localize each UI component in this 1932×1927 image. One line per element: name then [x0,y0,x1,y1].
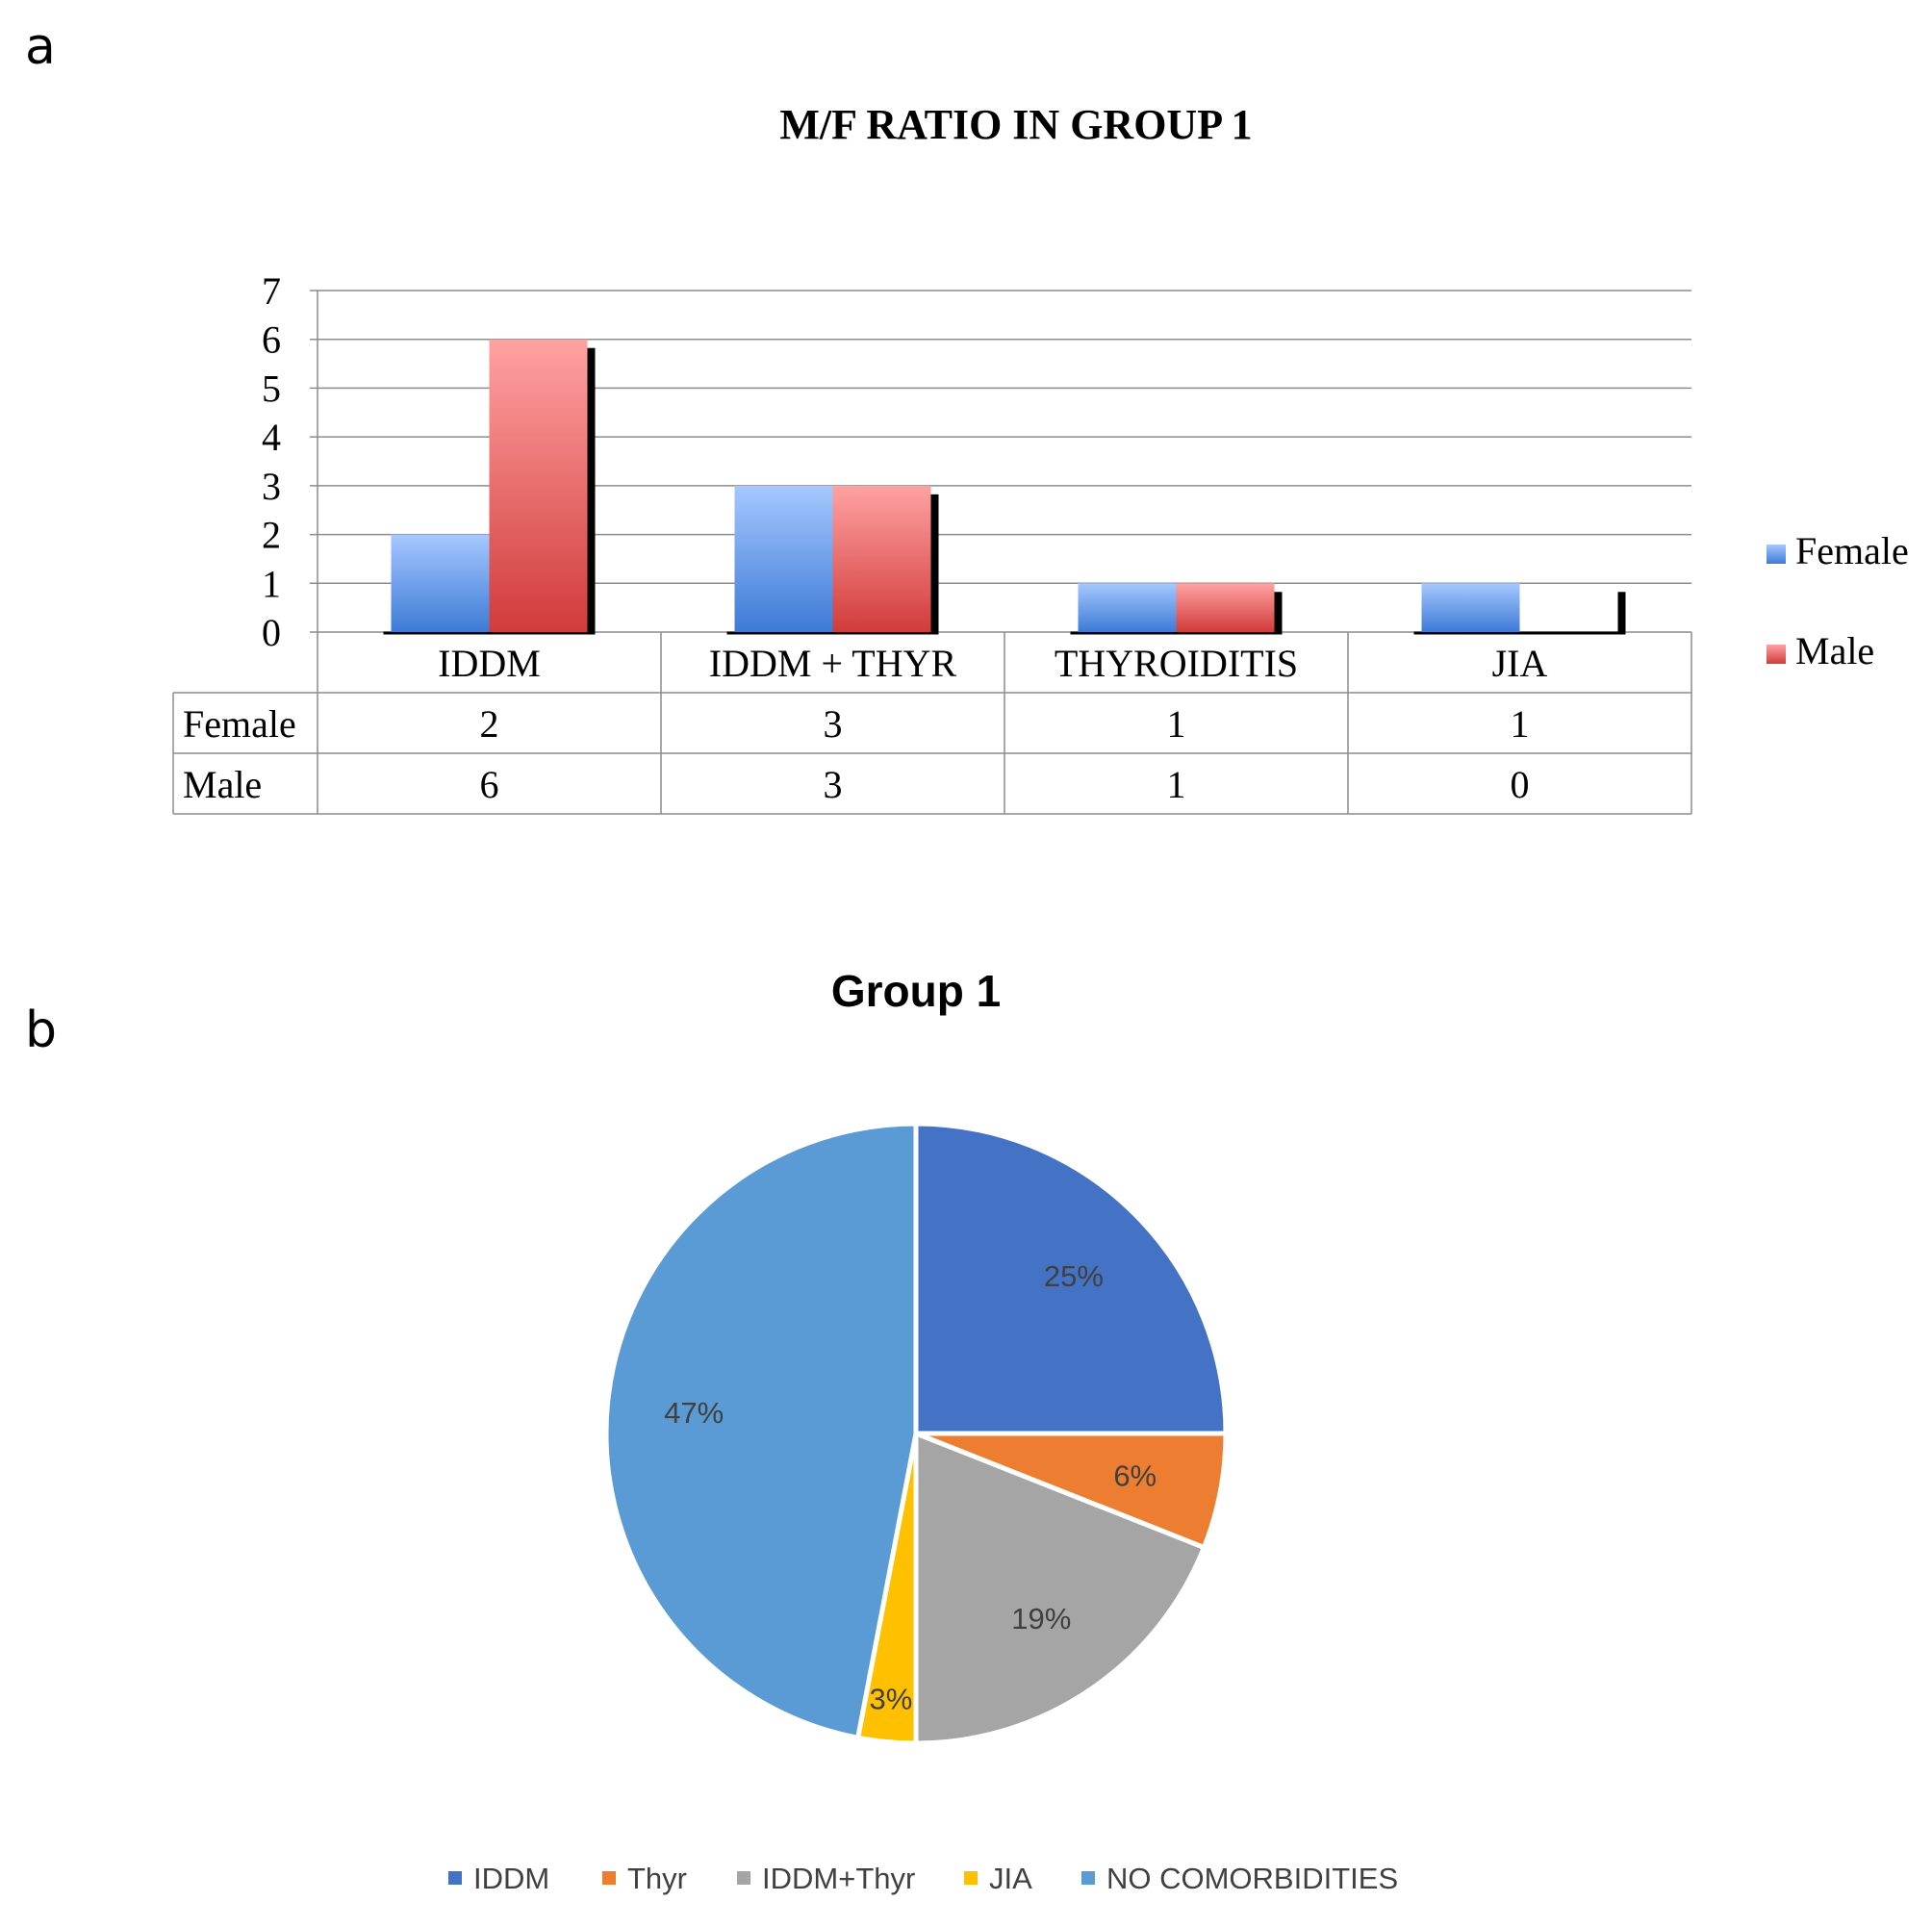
x-tick-label-thyroiditis: THYROIDITIS [1055,642,1298,685]
bar-chart: M/F RATIO IN GROUP 1 0 1 2 3 4 5 6 7 IDDM IDDM +… [172,101,1909,815]
pie-value-label-jia: 3% [870,1683,913,1716]
bar-chart-title: M/F RATIO IN GROUP 1 [779,101,1252,148]
table-cell-male-iddm-thyr: 3 [824,763,843,806]
pie-legend-label-iddm: IDDM [473,1862,549,1895]
table-row-label-male: Male [183,763,262,806]
y-tick-label-6: 6 [262,318,281,362]
bar-male-thyroiditis [1176,583,1275,632]
bar-shadow-jia [1617,592,1626,632]
pie-slice-no-comorbidities [603,1121,919,1740]
y-tick-label-0: 0 [262,611,281,654]
bar-female-jia [1421,583,1520,632]
table-cell-female-iddm-thyr: 3 [824,702,843,746]
bar-chart-legend: Female Male [1767,529,1909,672]
panel-label-a: a [25,18,56,76]
pie-slice-iddm-thyr [913,1431,1207,1746]
pie-chart-title: Group 1 [831,966,1001,1016]
y-tick-label-5: 5 [262,367,281,410]
bar-female-iddm-thyr [734,485,833,632]
table-cell-female-iddm: 2 [480,702,499,746]
pie-legend-swatch-jia [964,1871,978,1885]
bar-shadow-thyroiditis [1274,592,1283,632]
pie-chart-legend: IDDM Thyr IDDM+Thyr JIA NO COMORBIDITIES [448,1862,1398,1895]
y-tick-label-7: 7 [262,269,281,313]
pie-legend-swatch-no-comorbidities [1081,1871,1095,1885]
legend-label-male: Male [1795,629,1874,672]
pie-legend-label-iddm-thyr: IDDM+Thyr [762,1862,915,1895]
pie-legend-swatch-iddm-thyr [737,1871,750,1885]
pie-legend-label-thyr: Thyr [627,1862,687,1895]
bar-chart-y-axis: 0 1 2 3 4 5 6 7 [262,269,281,654]
table-cell-female-jia: 1 [1511,702,1530,746]
bar-chart-data-table: IDDM IDDM + THYR THYROIDITIS JIA Female 2 3 1 1 M… [172,632,1692,815]
pie-legend-label-jia: JIA [989,1862,1032,1895]
table-row-label-female: Female [183,702,296,746]
bar-shadow-iddm-thyr [930,494,939,632]
pie-value-label-no-comorbidities: 47% [664,1396,724,1430]
y-tick-label-2: 2 [262,514,281,557]
legend-swatch-female [1767,545,1786,564]
y-tick-label-4: 4 [262,416,281,459]
bar-female-iddm [391,534,490,632]
legend-label-female: Female [1795,529,1909,572]
pie-slice-iddm [913,1121,1229,1436]
table-cell-male-thyroiditis: 1 [1167,763,1186,806]
pie-chart-slices [603,1121,1229,1746]
y-tick-label-3: 3 [262,465,281,508]
pie-legend-label-no-comorbidities: NO COMORBIDITIES [1106,1862,1398,1895]
pie-legend-swatch-thyr [602,1871,616,1885]
pie-legend-swatch-iddm [448,1871,462,1885]
bar-shadow-iddm [587,347,596,632]
pie-value-label-iddm-thyr: 19% [1011,1602,1071,1635]
x-tick-label-iddm: IDDM [438,642,541,685]
table-cell-male-jia: 0 [1511,763,1530,806]
bar-female-thyroiditis [1078,583,1177,632]
bar-male-iddm [489,339,588,632]
pie-chart: Group 1 25% 6% 19% 3% 47% IDDM Thyr IDDM+Thyr J… [448,966,1398,1895]
panel-label-b: b [25,1002,57,1059]
pie-chart-value-labels: 25% 6% 19% 3% 47% [664,1259,1157,1716]
bar-male-iddm-thyr [832,485,931,632]
bar-chart-bars [383,339,1626,635]
x-tick-label-iddm-thyr: IDDM + THYR [709,642,957,685]
legend-swatch-male [1767,645,1786,664]
table-cell-male-iddm: 6 [480,763,499,806]
table-cell-female-thyroiditis: 1 [1167,702,1186,746]
y-tick-label-1: 1 [262,562,281,605]
pie-value-label-thyr: 6% [1113,1458,1157,1492]
x-tick-label-jia: JIA [1492,642,1548,685]
pie-value-label-iddm: 25% [1044,1259,1104,1293]
